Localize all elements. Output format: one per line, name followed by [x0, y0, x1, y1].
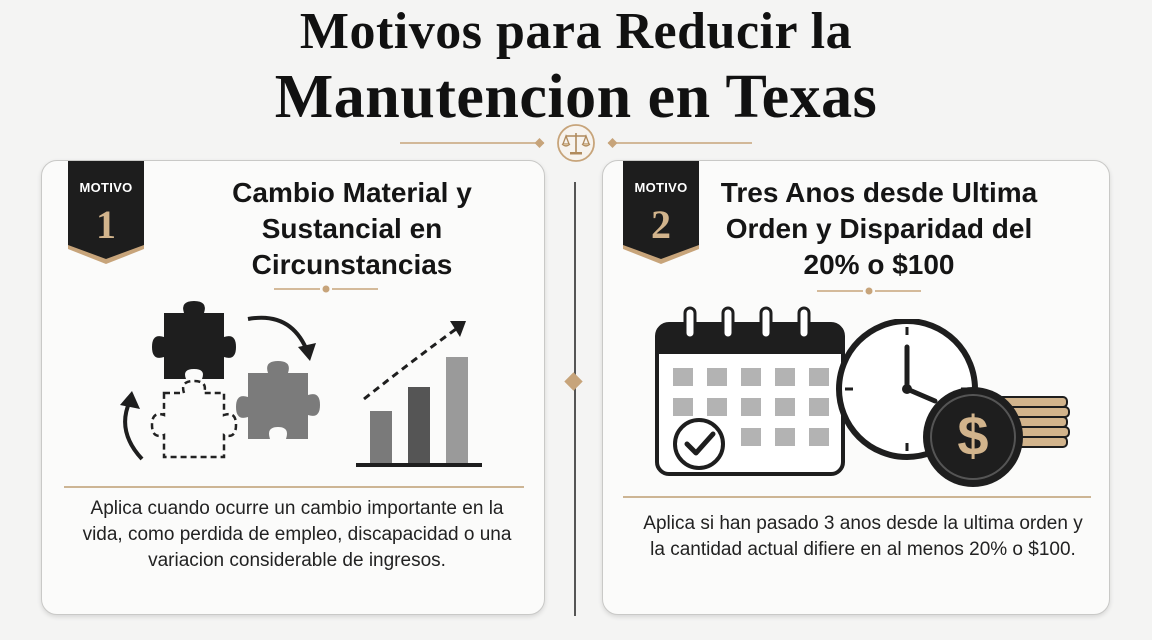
dashed-trend-arrow-icon [363, 321, 466, 401]
puzzle-illustration [120, 301, 320, 461]
card-title-divider [817, 287, 921, 295]
reason-badge-2: MOTIVO 2 [623, 161, 699, 266]
badge-number: 2 [651, 202, 671, 247]
card-rule [64, 486, 524, 488]
badge-label: MOTIVO [79, 180, 133, 195]
card-description: Aplica cuando ocurre un cambio important… [82, 498, 512, 571]
dollar-symbol: $ [957, 404, 988, 467]
card-description: Aplica si han pasado 3 anos desde la ult… [643, 513, 1083, 560]
center-divider-line [574, 182, 576, 616]
rotating-arrows-icon [120, 315, 316, 461]
card-title-divider [274, 285, 378, 293]
check-icon [673, 418, 725, 470]
reason-badge-1: MOTIVO 1 [68, 161, 144, 266]
clock-money-illustration: $ [836, 319, 1070, 487]
reason-card-1: MOTIVO 1 Cambio Material y Sustancial en… [41, 160, 545, 615]
reason-card-2: MOTIVO 2 Tres Anos desde Ultima Orden y … [602, 160, 1110, 615]
page-title-line-1: Motivos para Reducir la [299, 3, 853, 60]
card-rule [623, 496, 1091, 498]
growth-chart-illustration [356, 321, 482, 467]
scales-of-justice-icon [557, 124, 595, 162]
puzzle-pieces-icon [150, 301, 320, 459]
calendar-illustration [655, 306, 845, 476]
bar-chart-icon [356, 357, 482, 467]
badge-label: MOTIVO [634, 180, 688, 195]
card-title: Tres Anos desde Ultima Orden y Disparida… [720, 177, 1038, 280]
card-title: Cambio Material y Sustancial en Circunst… [232, 177, 472, 280]
title-divider [400, 124, 752, 162]
page-title-line-2: Manutencion en Texas [274, 63, 878, 131]
badge-number: 1 [96, 202, 116, 247]
center-diamond-ornament [564, 372, 583, 391]
dollar-coin-icon: $ [923, 387, 1023, 487]
